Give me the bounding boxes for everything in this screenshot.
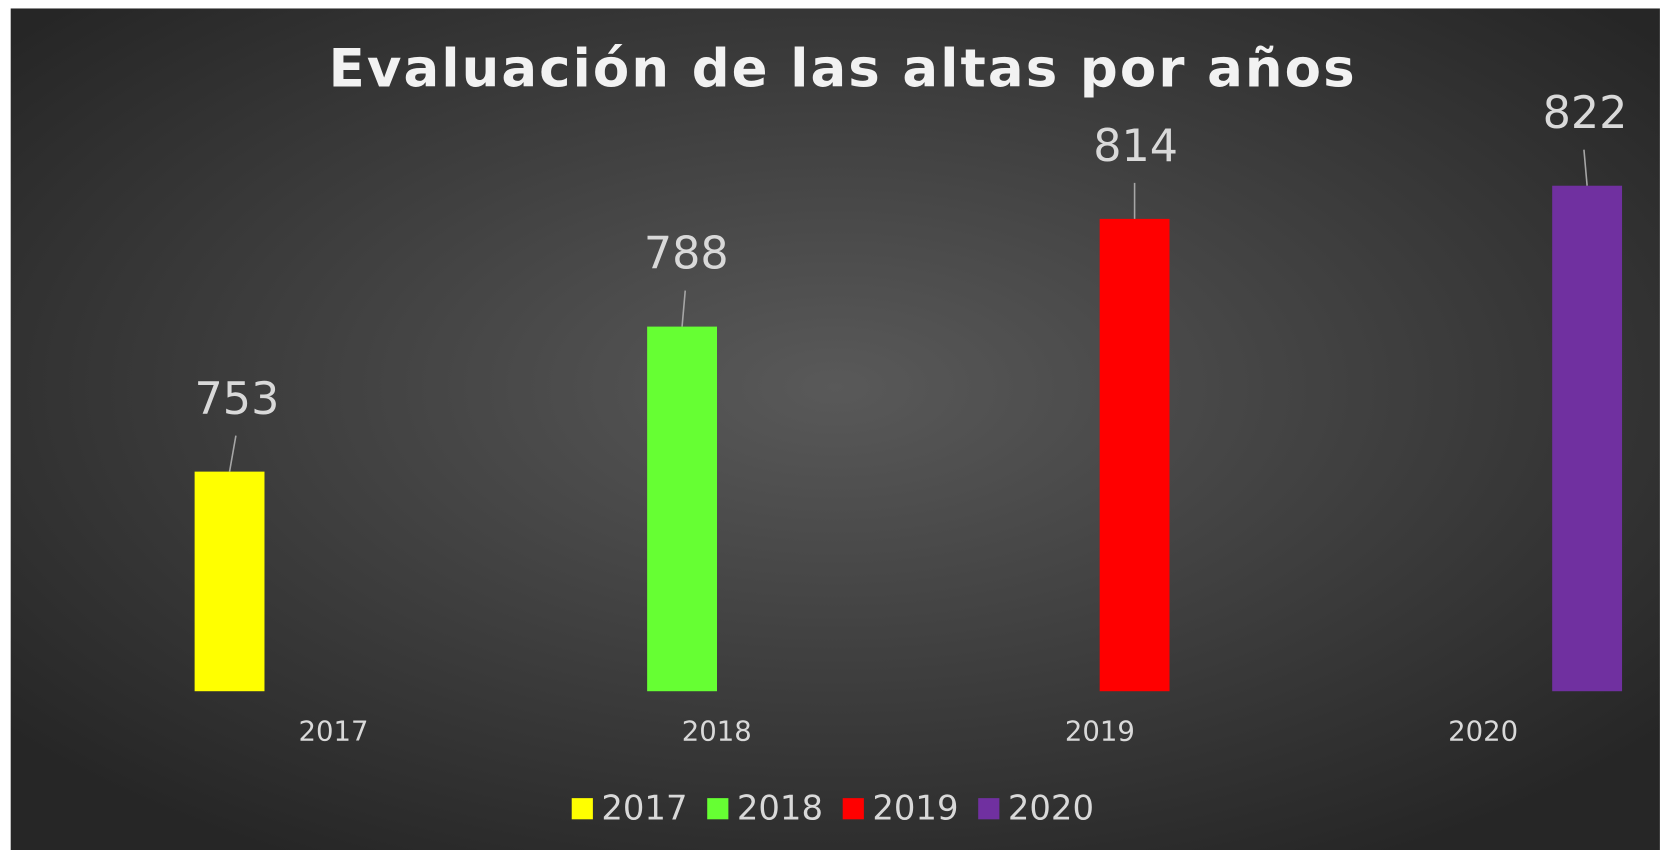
legend-swatch <box>842 798 864 820</box>
x-tick-label: 2017 <box>299 716 369 748</box>
bar <box>1552 185 1623 692</box>
legend-label: 2020 <box>1008 788 1094 827</box>
bar <box>1099 218 1170 692</box>
legend-swatch <box>707 798 729 820</box>
legend-label: 2019 <box>872 788 958 827</box>
bar <box>647 326 718 692</box>
leader-line <box>1583 149 1588 186</box>
x-tick-label: 2018 <box>682 716 752 748</box>
data-label: 753 <box>195 374 280 425</box>
leader-line <box>228 435 237 472</box>
data-label: 822 <box>1543 88 1628 139</box>
chart-background <box>10 8 1660 850</box>
x-tick-label: 2019 <box>1065 716 1135 748</box>
legend-swatch <box>978 798 1000 820</box>
legend-label: 2017 <box>601 788 687 827</box>
legend-swatch <box>571 798 593 820</box>
legend-label: 2018 <box>737 788 823 827</box>
leader-line <box>681 290 687 327</box>
chart-title: Evaluación de las altas por años <box>329 39 1357 100</box>
data-label: 814 <box>1093 121 1178 172</box>
x-tick-label: 2020 <box>1448 716 1518 748</box>
bar <box>194 471 265 692</box>
data-label: 788 <box>644 229 729 280</box>
